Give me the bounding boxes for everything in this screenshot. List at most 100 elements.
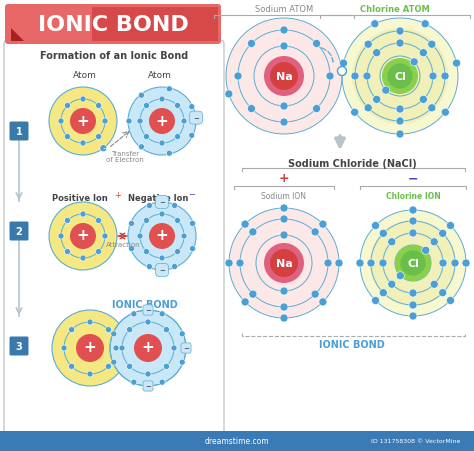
Circle shape [324,259,332,267]
Circle shape [80,97,86,103]
Circle shape [352,29,448,125]
Circle shape [144,103,149,109]
FancyArrowPatch shape [321,49,333,63]
Circle shape [159,97,165,103]
Circle shape [339,60,347,68]
Text: Formation of an Ionic Bond: Formation of an Ionic Bond [40,51,188,61]
Circle shape [312,41,320,48]
Circle shape [428,105,436,113]
Circle shape [189,133,195,139]
Circle shape [249,290,257,299]
Circle shape [174,218,181,224]
Text: Negative Ion: Negative Ion [128,194,188,203]
Circle shape [80,255,86,262]
Circle shape [64,103,71,109]
Circle shape [164,364,169,369]
Text: 1: 1 [16,127,22,137]
Text: Sodium Chloride (NaCl): Sodium Chloride (NaCl) [288,159,416,169]
Circle shape [364,105,372,113]
Text: −: − [159,267,165,273]
Circle shape [149,224,175,249]
Circle shape [80,141,86,147]
Circle shape [58,234,64,239]
Circle shape [58,119,64,125]
Circle shape [102,234,108,239]
Circle shape [264,57,304,97]
Text: Attraction: Attraction [106,241,140,248]
Text: Chlorine ATOM: Chlorine ATOM [360,5,430,14]
Text: ID 131758308 © VectorMine: ID 131758308 © VectorMine [371,438,460,443]
Text: IONIC BOND: IONIC BOND [112,299,178,309]
Circle shape [428,41,436,49]
Circle shape [174,103,181,109]
Text: Atom: Atom [148,71,172,80]
Circle shape [372,297,380,305]
Circle shape [190,246,195,252]
Text: −: − [183,345,189,351]
Circle shape [190,221,195,227]
Text: +: + [114,190,121,199]
Circle shape [105,364,111,369]
Circle shape [453,60,461,68]
Circle shape [419,96,428,104]
Circle shape [241,298,249,306]
Circle shape [105,327,111,333]
Circle shape [111,331,117,337]
Circle shape [367,259,375,267]
Circle shape [363,73,371,81]
Text: 2: 2 [16,226,22,236]
Circle shape [64,218,71,224]
Circle shape [439,289,447,297]
Circle shape [382,87,390,95]
Circle shape [174,134,181,140]
Circle shape [280,103,288,111]
FancyBboxPatch shape [5,5,221,45]
Circle shape [138,93,145,99]
Text: +: + [83,340,96,355]
Circle shape [189,105,195,110]
Circle shape [145,371,151,377]
Circle shape [319,221,327,229]
Circle shape [401,251,426,276]
Circle shape [241,221,249,229]
FancyBboxPatch shape [9,122,28,141]
Circle shape [379,230,387,238]
Circle shape [387,64,412,89]
Circle shape [179,359,185,365]
Circle shape [337,67,346,76]
Circle shape [410,59,418,67]
Circle shape [270,249,298,277]
Circle shape [311,290,319,299]
Circle shape [69,364,74,369]
Text: −: − [159,199,165,206]
Circle shape [311,228,319,236]
Circle shape [87,319,93,325]
Circle shape [96,134,101,140]
Circle shape [249,228,257,236]
Circle shape [372,222,380,230]
Text: dreamstime.com: dreamstime.com [205,437,269,446]
Circle shape [181,119,187,125]
Circle shape [128,246,135,252]
FancyBboxPatch shape [9,337,28,356]
Circle shape [373,96,381,104]
Circle shape [166,151,173,157]
Circle shape [172,203,178,209]
Circle shape [371,21,379,29]
Circle shape [396,131,404,139]
Text: Na: Na [275,72,292,82]
Circle shape [373,50,381,58]
Circle shape [396,118,404,126]
Circle shape [421,21,429,29]
Text: +: + [279,172,289,185]
Circle shape [127,364,133,369]
FancyBboxPatch shape [9,222,28,241]
Circle shape [225,91,233,99]
Circle shape [128,202,196,271]
Circle shape [326,73,334,81]
Circle shape [280,119,288,127]
Circle shape [409,207,417,215]
Circle shape [225,259,233,267]
Circle shape [70,109,96,135]
Circle shape [174,249,181,255]
